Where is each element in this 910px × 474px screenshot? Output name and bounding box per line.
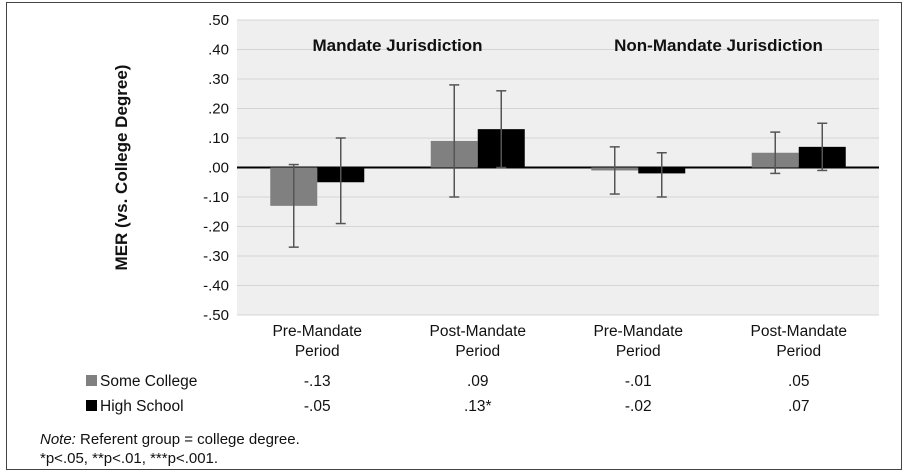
y-tick-label: .20 [208,101,229,118]
legend-label: Some College [100,373,197,390]
y-tick-label: .50 [208,12,229,29]
note-text: Referent group = college degree. [75,431,300,448]
note-label: Note: [40,431,76,448]
legend-swatch [86,375,97,386]
figure-note: Note: Referent group = college degree. *… [40,430,300,468]
y-tick-label: .30 [208,71,229,88]
data-label: -.01 [625,373,652,390]
data-label: -.05 [304,398,331,415]
category-label: Pre-Mandate [593,323,683,340]
category-label: Period [455,343,500,360]
category-label: Period [776,343,821,360]
y-tick-label: -.10 [203,189,229,206]
y-tick-label: -.40 [203,278,229,295]
group-title: Mandate Jurisdiction [312,36,482,55]
category-label: Period [295,343,340,360]
significance-legend: *p<.05, **p<.01, ***p<.001. [40,450,219,467]
data-label: -.13 [304,373,331,390]
data-label: -.02 [625,398,652,415]
legend-label: High School [100,398,184,415]
data-label: .07 [788,398,810,415]
group-title: Non-Mandate Jurisdiction [614,36,823,55]
y-tick-label: -.50 [203,307,229,324]
y-tick-label: .40 [208,42,229,59]
note-line: Note: Referent group = college degree. [40,430,300,449]
y-tick-label: .00 [208,160,229,177]
data-label: .13* [464,398,492,415]
y-axis-label: MER (vs. College Degree) [112,65,131,271]
data-label: .05 [788,373,810,390]
y-tick-label: .10 [208,130,229,147]
y-tick-label: -.30 [203,248,229,265]
y-tick-label: -.20 [203,219,229,236]
category-label: Post-Mandate [751,323,848,340]
category-label: Pre-Mandate [272,323,362,340]
legend-swatch [86,400,97,411]
category-label: Period [616,343,661,360]
data-label: .09 [467,373,489,390]
category-label: Post-Mandate [430,323,527,340]
